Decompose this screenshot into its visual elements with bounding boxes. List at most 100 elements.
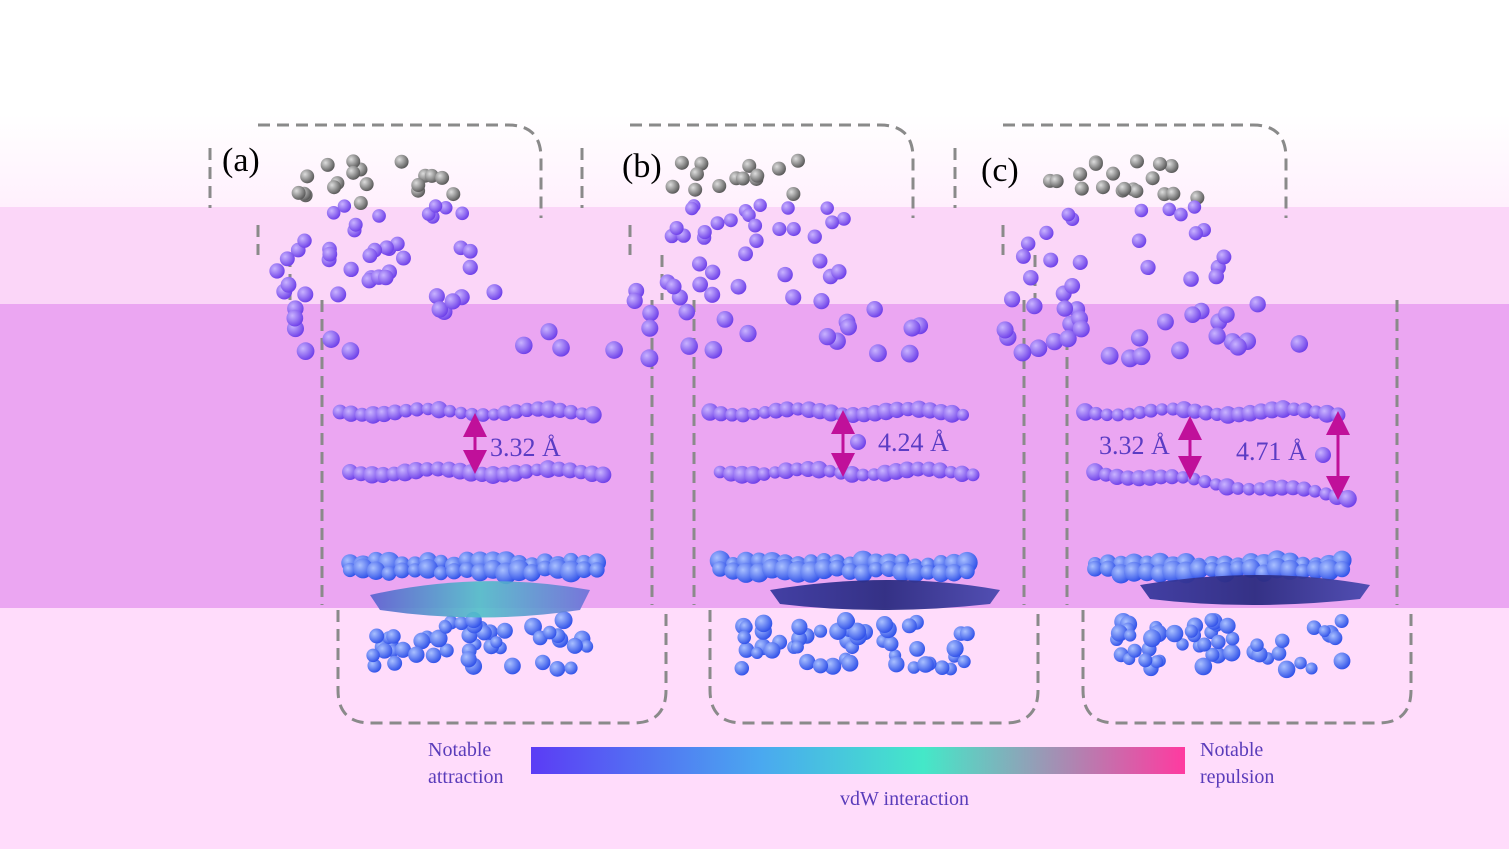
layer-atom xyxy=(1274,479,1290,496)
molecule-atom xyxy=(1218,306,1235,323)
layer-atom xyxy=(454,406,468,420)
molecule-atom xyxy=(753,198,767,213)
molecule-atom xyxy=(300,169,315,184)
vdw-surface-c xyxy=(1140,575,1370,605)
sheet-atom xyxy=(369,628,385,644)
sheet-atom xyxy=(1204,613,1219,628)
sheet-atom xyxy=(1294,656,1307,670)
molecule-atom xyxy=(697,224,712,240)
sheet-atom xyxy=(1127,643,1142,658)
molecule-atom xyxy=(378,269,394,286)
molecule-atom xyxy=(1208,268,1225,285)
sheet-atom xyxy=(920,564,936,580)
layer-atom xyxy=(552,402,568,418)
layer-atom xyxy=(747,407,761,421)
molecule-atom xyxy=(739,324,757,343)
molecule-atom xyxy=(1039,225,1054,240)
sheet-atom xyxy=(1275,633,1290,649)
molecule-atom xyxy=(1045,332,1064,351)
layer-atom xyxy=(966,468,980,482)
layer-atom xyxy=(584,406,602,424)
molecule-atom xyxy=(1117,181,1132,196)
molecule-atom xyxy=(428,288,445,305)
sheet-atom xyxy=(575,561,593,579)
sheet-atom xyxy=(1334,614,1349,629)
layer-atom xyxy=(713,406,729,422)
molecule-atom xyxy=(540,323,558,341)
sheet-atom xyxy=(425,647,442,664)
molecule-atom xyxy=(379,240,394,255)
molecule-atom xyxy=(1064,278,1081,294)
sheet-atom xyxy=(387,655,403,671)
molecule-structures xyxy=(269,153,1357,679)
layer-atom xyxy=(910,461,926,477)
sheet-atom xyxy=(734,661,750,676)
molecule-atom xyxy=(866,301,883,318)
sheet-atom xyxy=(754,614,773,633)
molecule-atom xyxy=(781,201,795,215)
molecule-atom xyxy=(688,182,703,197)
sheet-atom xyxy=(376,642,393,659)
molecule-atom xyxy=(1140,259,1156,276)
sheet-atom xyxy=(1197,637,1212,652)
layer-atom xyxy=(518,464,534,479)
molecule-atom xyxy=(1095,180,1110,195)
molecule-atom xyxy=(291,185,306,200)
molecule-atom xyxy=(297,233,312,248)
sheet-atom xyxy=(824,657,842,675)
molecule-atom xyxy=(735,171,750,186)
layer-atom xyxy=(594,466,612,484)
sheet-atom xyxy=(535,654,551,671)
molecule-atom xyxy=(446,187,461,202)
sheet-atom xyxy=(445,563,463,580)
distance-label-a: 3.32 Å xyxy=(490,433,561,462)
molecule-atom xyxy=(1026,297,1043,315)
molecule-atom xyxy=(1061,207,1076,222)
sheet-atom xyxy=(1305,662,1318,675)
molecule-atom xyxy=(771,161,786,176)
molecule-atom xyxy=(813,293,830,310)
molecule-atom xyxy=(669,220,684,236)
molecule-atom xyxy=(1100,346,1119,365)
molecule-atom xyxy=(674,155,689,170)
sheet-atom xyxy=(738,642,755,658)
molecule-atom xyxy=(1152,156,1167,171)
sheet-atom xyxy=(791,618,808,635)
layer-atom xyxy=(1274,400,1292,418)
sheet-atom xyxy=(439,643,454,658)
molecule-atom xyxy=(348,217,363,232)
sheet-atom xyxy=(413,632,431,650)
molecule-atom xyxy=(286,309,304,327)
molecule-atom xyxy=(1015,248,1031,264)
sheet-atom xyxy=(1194,657,1213,676)
layer-atom xyxy=(563,404,579,420)
molecule-atom xyxy=(322,330,340,348)
sheet-atom xyxy=(1333,561,1351,578)
sheet-atom xyxy=(1143,629,1162,648)
layer-atom xyxy=(562,462,578,479)
molecule-atom xyxy=(704,341,723,359)
molecule-atom xyxy=(431,301,449,318)
molecule-atom xyxy=(1166,186,1181,201)
sheet-atom xyxy=(490,636,503,649)
sheet-atom xyxy=(1219,617,1236,634)
molecule-atom xyxy=(777,266,793,283)
sheet-atom xyxy=(1150,655,1164,669)
molecule-atom xyxy=(353,196,368,211)
sheet-atom xyxy=(394,641,412,658)
molecule-atom xyxy=(320,157,335,172)
sheet-atom xyxy=(1333,652,1351,670)
sheet-atom xyxy=(549,661,566,677)
sheet-atom xyxy=(883,636,899,652)
sheet-atom xyxy=(739,620,753,634)
molecule-atom xyxy=(642,304,659,322)
layer-atom xyxy=(399,403,413,418)
molecule-atom xyxy=(1043,252,1059,268)
layer-atom xyxy=(856,468,870,482)
molecule-atom xyxy=(710,216,725,231)
molecule-atom xyxy=(428,199,443,213)
sheet-atom xyxy=(504,657,521,675)
sheet-atom xyxy=(394,562,410,579)
sheet-atom xyxy=(1318,559,1340,581)
sheet-atom xyxy=(812,658,829,674)
